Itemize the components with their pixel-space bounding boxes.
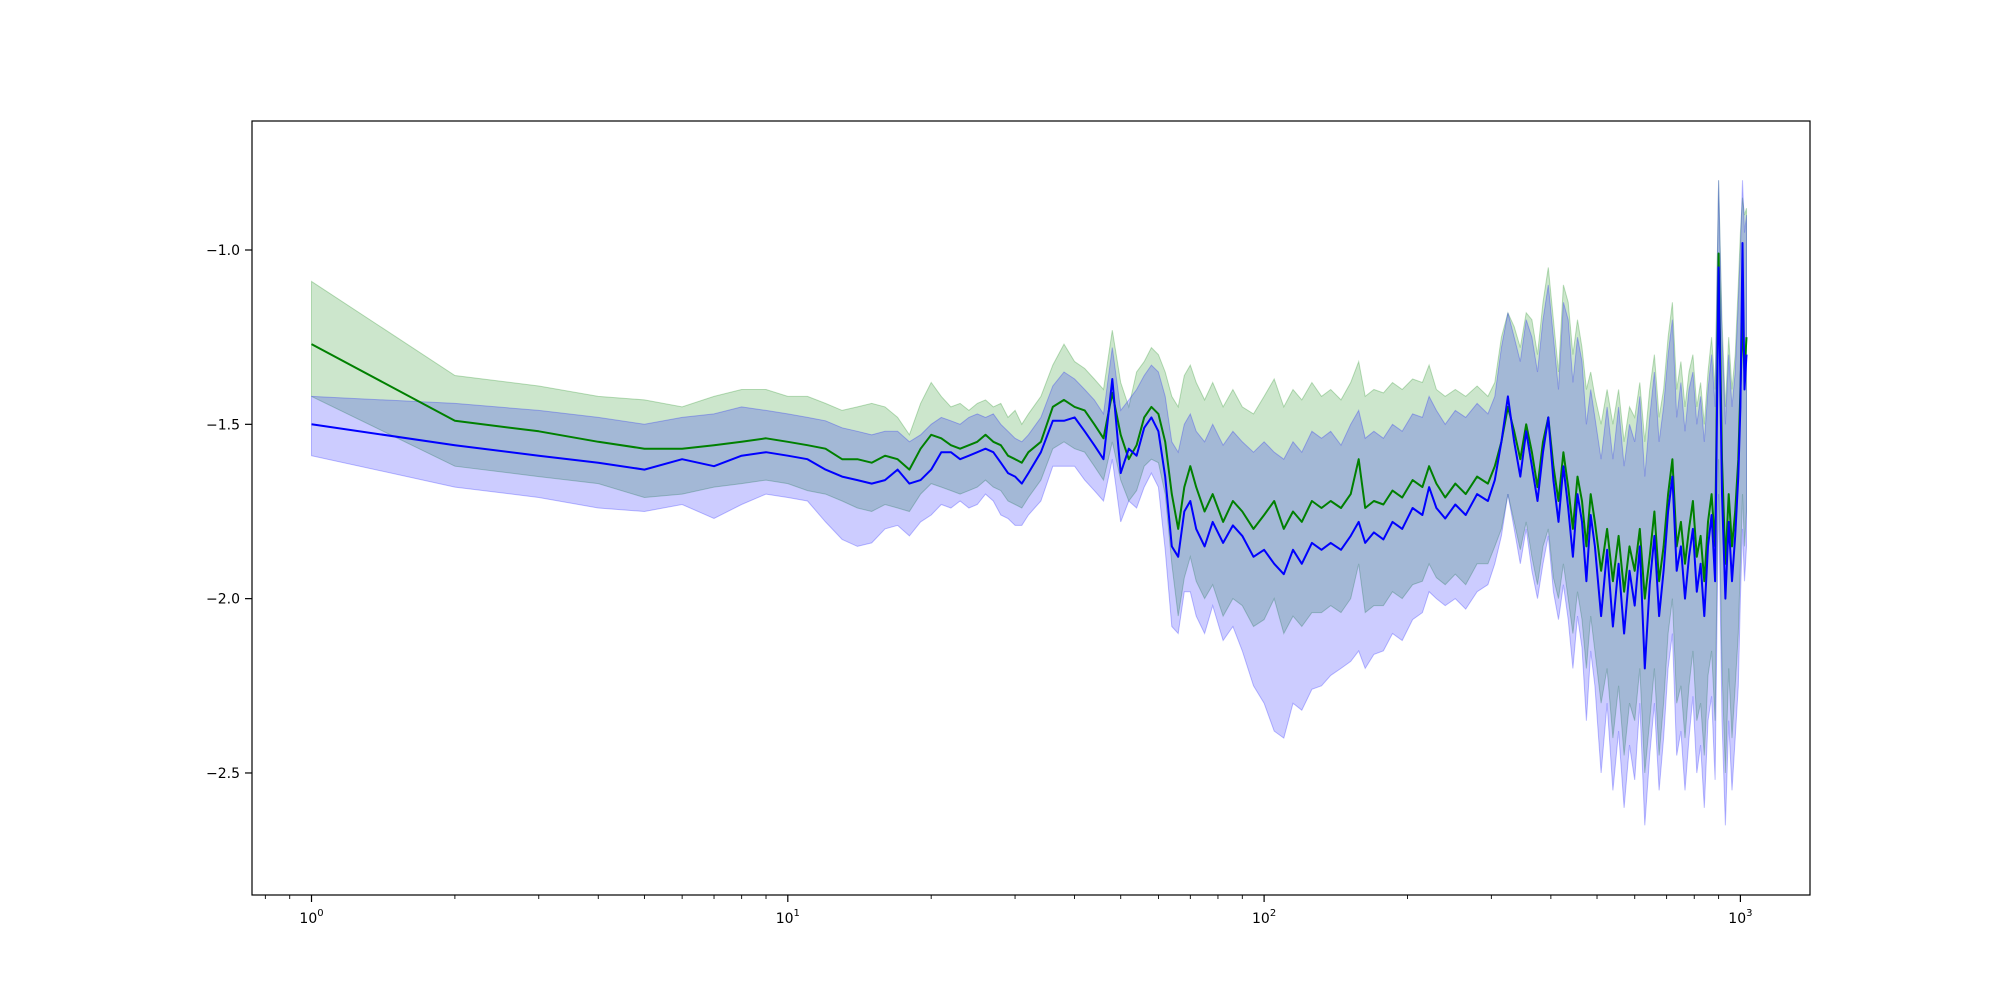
series-1-line (311, 242, 1748, 670)
x-tick-label: 100 (299, 908, 323, 927)
series-0-line (311, 252, 1748, 600)
series-lines (311, 242, 1748, 670)
y-tick-label: −2.0 (206, 592, 240, 608)
x-tick-label: 103 (1728, 908, 1752, 927)
y-tick-label: −1.5 (206, 417, 240, 433)
x-tick-label: 102 (1252, 908, 1276, 927)
series-0-band (311, 180, 1747, 774)
y-axis: −1.0 −1.5 −2.0 −2.5 (206, 243, 252, 782)
y-tick-label: −1.0 (206, 243, 240, 259)
plot-frame (251, 120, 1811, 896)
x-tick-label: 101 (776, 908, 800, 927)
y-tick-label: −2.5 (206, 766, 240, 782)
x-axis: 100 101 102 103 (264, 895, 1753, 927)
confidence-bands (311, 180, 1747, 826)
series-1-band (311, 180, 1747, 826)
